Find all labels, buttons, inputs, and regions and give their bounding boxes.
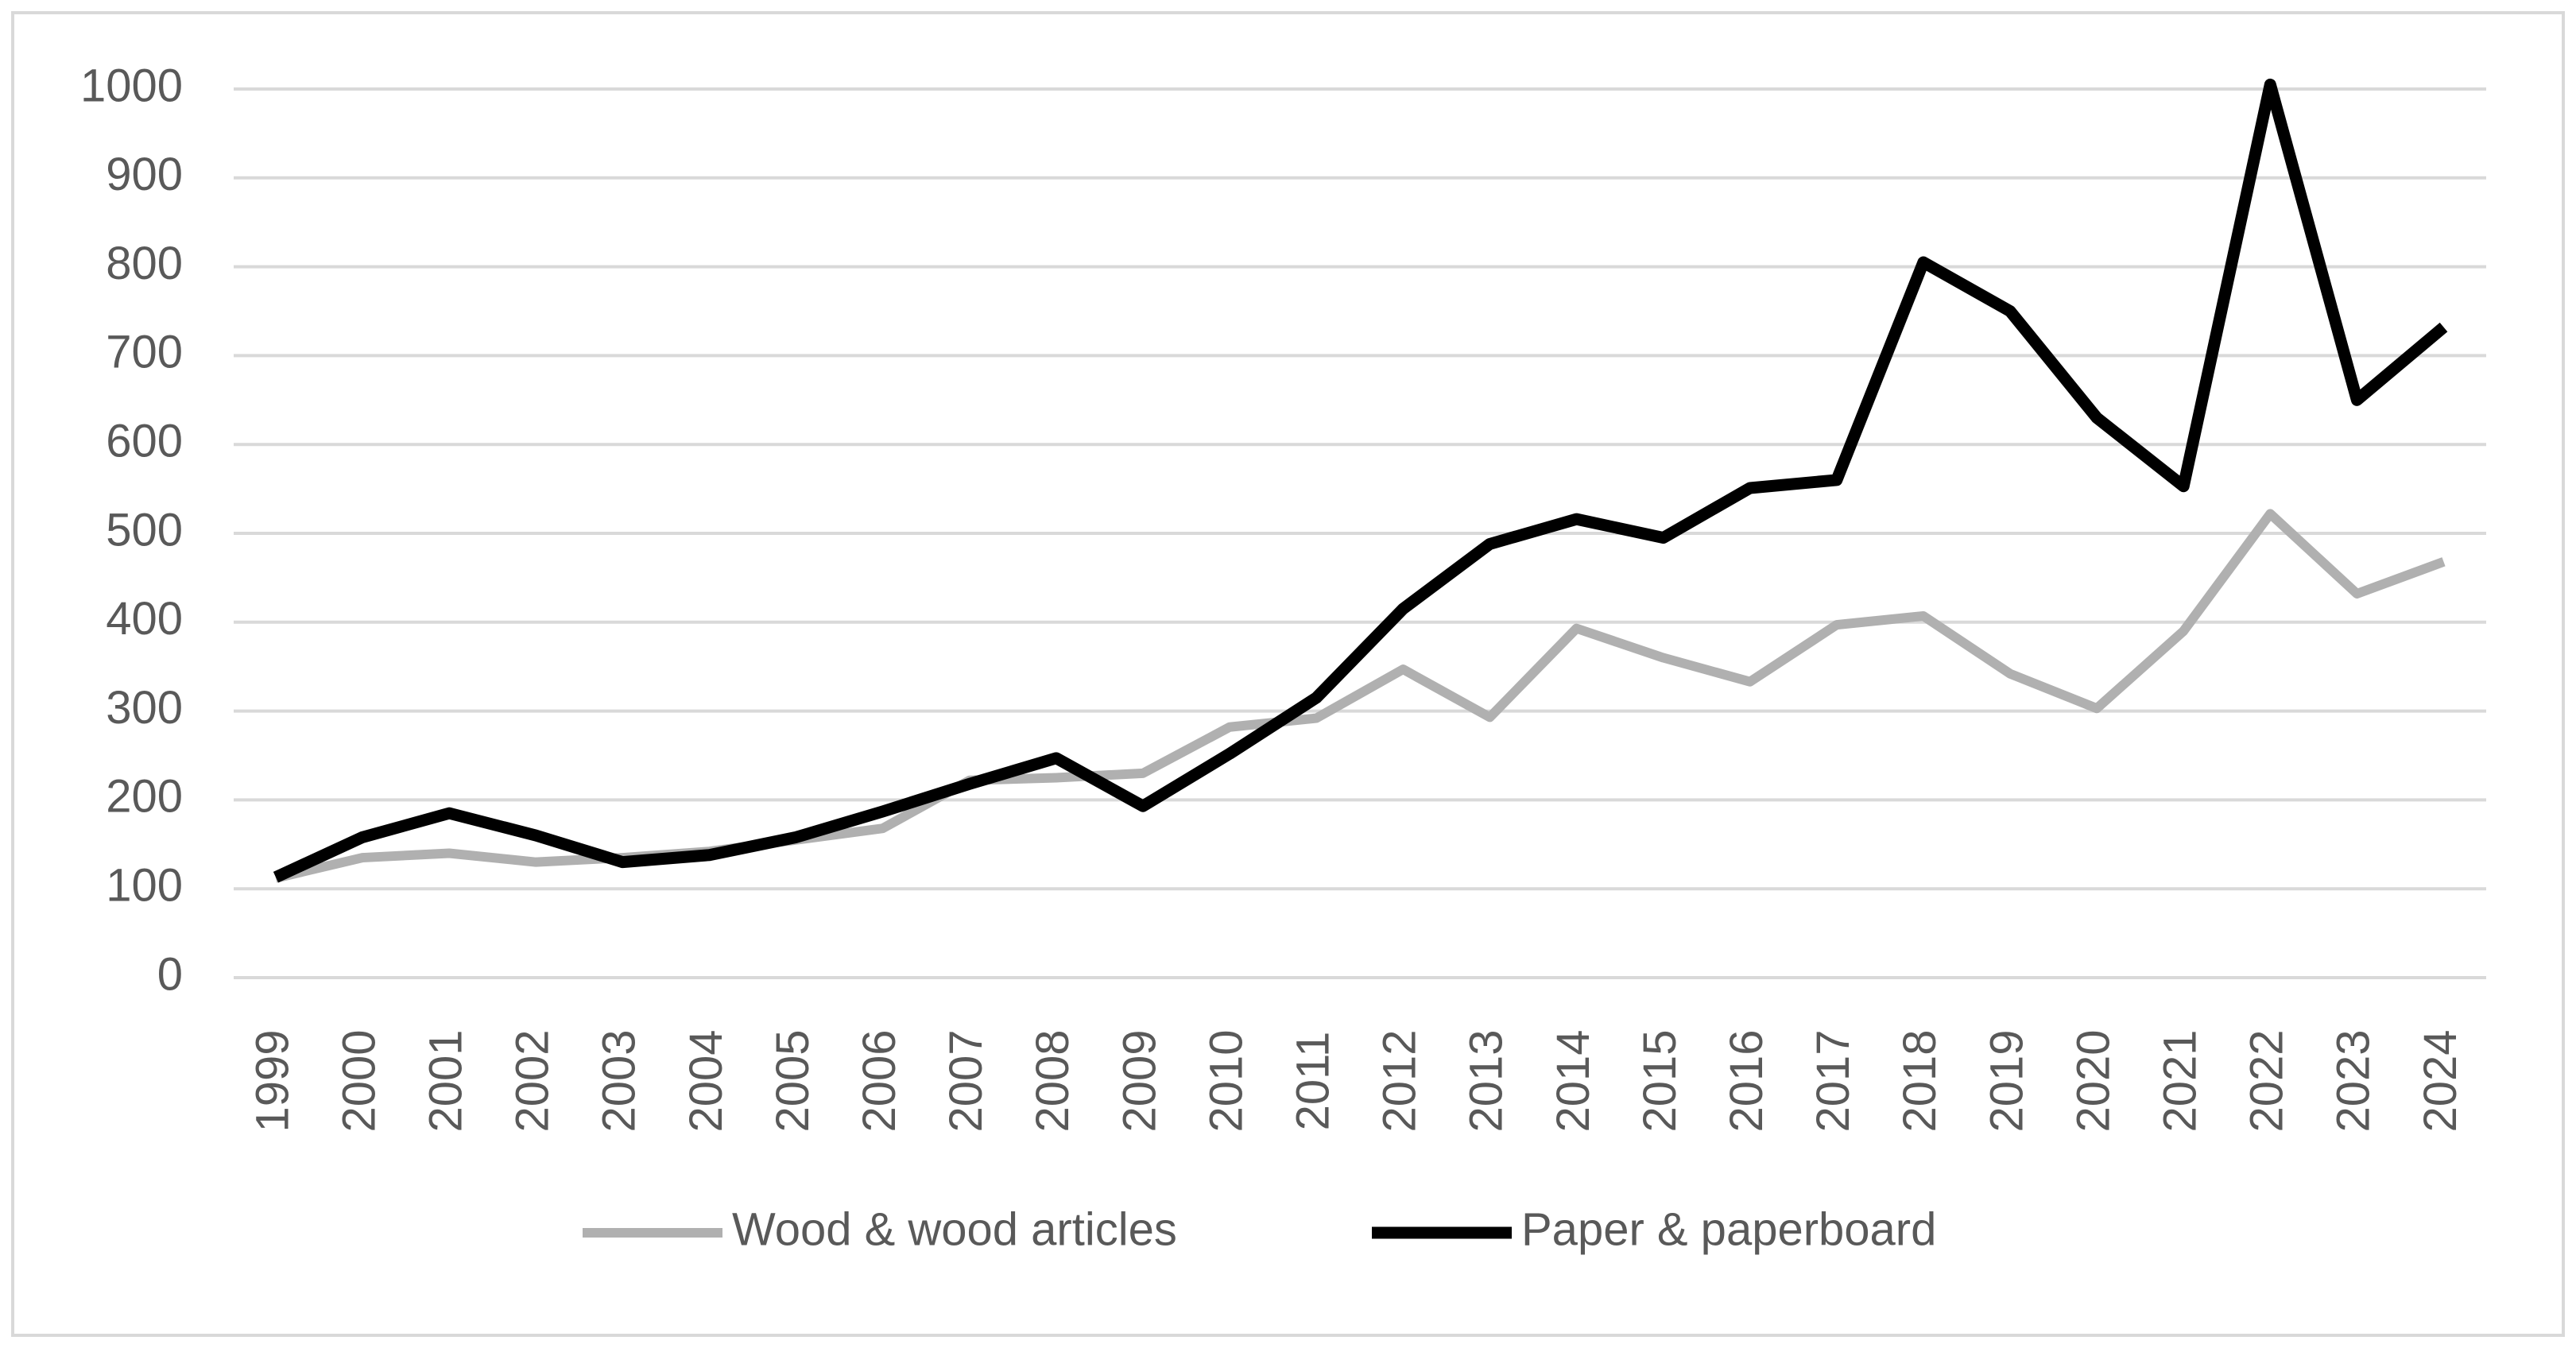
- series-line: [273, 78, 2448, 883]
- x-tick-label: 2007: [940, 1029, 992, 1132]
- y-tick-label: 600: [106, 416, 183, 467]
- x-tick-label: 2019: [1981, 1029, 2032, 1132]
- x-tick-label: 2004: [680, 1029, 732, 1132]
- x-tick-label: 2006: [854, 1029, 905, 1132]
- y-tick-label: 700: [106, 327, 183, 378]
- x-tick-label: 2003: [594, 1029, 645, 1132]
- legend-label: Paper & paperboard: [1521, 1203, 1936, 1255]
- x-tick-label: 2001: [420, 1029, 472, 1132]
- x-tick-label: 2020: [2067, 1029, 2119, 1132]
- y-tick-label: 400: [106, 593, 183, 645]
- x-tick-label: 2002: [507, 1029, 559, 1132]
- x-tick-label: 2013: [1461, 1029, 1513, 1132]
- x-tick-label: 2021: [2155, 1029, 2206, 1132]
- series-line: [274, 509, 2446, 883]
- y-tick-label: 200: [106, 771, 183, 823]
- x-tick-label: 2022: [2241, 1029, 2293, 1132]
- x-tick-label: 2016: [1721, 1029, 1772, 1132]
- x-tick-label: 2010: [1200, 1029, 1252, 1132]
- x-tick-label: 2009: [1114, 1029, 1165, 1132]
- y-tick-label: 800: [106, 238, 183, 289]
- x-tick-label: 2015: [1634, 1029, 1686, 1132]
- y-tick-label: 300: [106, 682, 183, 734]
- x-tick-label: 2023: [2328, 1029, 2380, 1132]
- chart-border: [11, 11, 2565, 1337]
- x-tick-label: 2000: [333, 1029, 385, 1132]
- y-tick-label: 100: [106, 860, 183, 912]
- x-tick-label: 2005: [767, 1029, 819, 1132]
- x-tick-label: 2008: [1027, 1029, 1079, 1132]
- x-tick-label: 2024: [2415, 1029, 2466, 1132]
- x-tick-label: 2012: [1374, 1029, 1426, 1132]
- x-tick-label: 2017: [1807, 1029, 1859, 1132]
- x-tick-label: 2018: [1894, 1029, 1946, 1132]
- legend-label: Wood & wood articles: [732, 1203, 1177, 1255]
- y-tick-label: 500: [106, 504, 183, 556]
- y-tick-label: 900: [106, 149, 183, 200]
- y-tick-label: 1000: [80, 60, 183, 111]
- x-tick-label: 1999: [246, 1029, 298, 1132]
- x-tick-label: 2014: [1548, 1029, 1599, 1132]
- x-tick-label: 2011: [1288, 1032, 1339, 1131]
- y-tick-label: 0: [157, 948, 183, 1000]
